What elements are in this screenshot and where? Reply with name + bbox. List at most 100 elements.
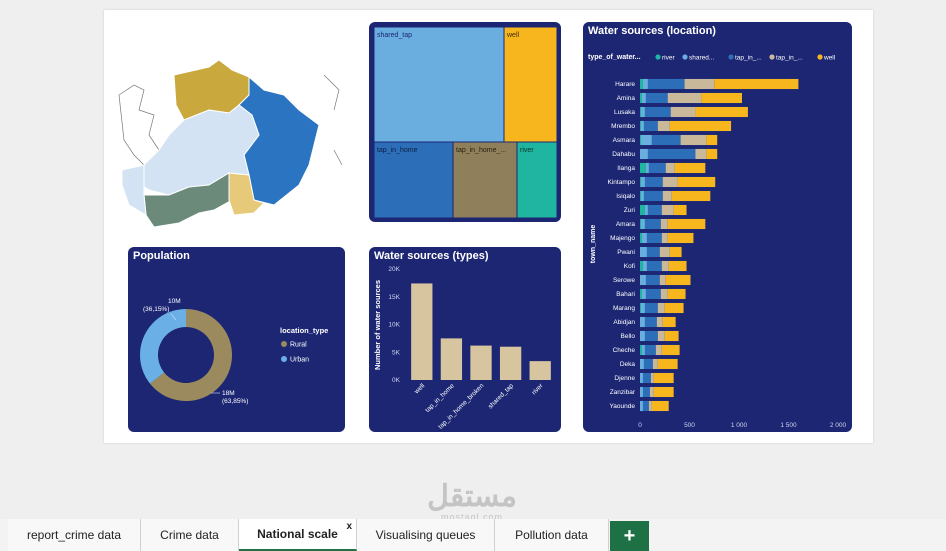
bar-segment[interactable] (645, 274, 660, 286)
bar-segment[interactable] (667, 288, 686, 300)
bar-segment[interactable] (668, 260, 687, 272)
treemap-tile-well[interactable] (503, 26, 558, 143)
add-sheet-button[interactable]: + (610, 521, 649, 551)
treemap-tile-tap-in-home-broken[interactable] (452, 141, 518, 219)
bar-segment[interactable] (649, 386, 654, 398)
bar-segment[interactable] (640, 218, 645, 230)
bar-segment[interactable] (640, 120, 644, 132)
bar-segment[interactable] (640, 176, 645, 188)
bar-segment[interactable] (659, 274, 666, 286)
bar-segment[interactable] (644, 330, 658, 342)
bar-segment[interactable] (640, 106, 641, 118)
bar-segment[interactable] (640, 344, 642, 356)
bar-segment[interactable] (647, 148, 696, 160)
legend-item[interactable]: tap_in_... (735, 55, 762, 62)
bar-segment[interactable] (640, 288, 642, 300)
legend-item[interactable]: Urban (290, 357, 309, 364)
bar-segment[interactable] (650, 372, 654, 384)
close-icon[interactable]: x (346, 521, 352, 532)
legend-item[interactable]: shared... (689, 55, 714, 62)
bar-segment[interactable] (680, 134, 707, 146)
bar-segment[interactable] (648, 400, 652, 412)
bar[interactable] (411, 283, 433, 380)
bar-segment[interactable] (673, 204, 687, 216)
bar-segment[interactable] (667, 232, 694, 244)
bar[interactable] (440, 338, 463, 380)
bar-segment[interactable] (652, 358, 658, 370)
bar-segment[interactable] (646, 246, 660, 258)
bar-segment[interactable] (640, 386, 643, 398)
bar-segment[interactable] (665, 274, 691, 286)
bar-segment[interactable] (644, 344, 656, 356)
bar-segment[interactable] (645, 288, 661, 300)
bar-segment[interactable] (642, 386, 650, 398)
bar-segment[interactable] (656, 316, 663, 328)
bar-segment[interactable] (640, 134, 641, 146)
population-donut-chart[interactable]: 10M(36,15%) 18M(63,85%) location_type Rural… (128, 247, 345, 432)
bar-segment[interactable] (640, 372, 643, 384)
bar-segment[interactable] (657, 330, 665, 342)
bar-segment[interactable] (662, 190, 672, 202)
bar-segment[interactable] (644, 106, 671, 118)
treemap-tile-tap-in-home[interactable] (373, 141, 454, 219)
bar-segment[interactable] (660, 218, 668, 230)
bar-segment[interactable] (669, 120, 732, 132)
bar-segment[interactable] (640, 176, 641, 188)
bar-segment[interactable] (647, 204, 662, 216)
bar-segment[interactable] (640, 134, 652, 146)
bar-segment[interactable] (653, 386, 674, 398)
bar-segment[interactable] (640, 162, 646, 174)
bar-segment[interactable] (664, 330, 679, 342)
bar-segment[interactable] (653, 372, 674, 384)
donut-slice-urban[interactable] (140, 309, 186, 384)
bar-segment[interactable] (641, 344, 645, 356)
bar-segment[interactable] (671, 190, 711, 202)
bar-segment[interactable] (647, 78, 685, 90)
bar-segment[interactable] (706, 148, 718, 160)
map-region-southwest[interactable] (143, 172, 233, 228)
region-map[interactable] (114, 55, 344, 235)
sheet-tab[interactable]: Crime data (141, 519, 239, 551)
legend-item[interactable]: well (823, 55, 836, 62)
bar-segment[interactable] (640, 190, 641, 202)
legend-item[interactable]: Rural (290, 342, 307, 349)
bar-segment[interactable] (695, 148, 707, 160)
bar-segment[interactable] (640, 190, 644, 202)
bar[interactable] (470, 345, 492, 380)
bar[interactable] (529, 361, 551, 380)
bar-segment[interactable] (661, 344, 680, 356)
treemap-tile-shared-tap[interactable] (373, 26, 505, 143)
bar-segment[interactable] (660, 288, 668, 300)
bar-segment[interactable] (657, 358, 678, 370)
bar-segment[interactable] (640, 218, 641, 230)
bar-segment[interactable] (661, 260, 669, 272)
bar-segment[interactable] (684, 78, 715, 90)
bar-segment[interactable] (661, 232, 668, 244)
bar-segment[interactable] (664, 302, 684, 314)
bar-segment[interactable] (714, 78, 799, 90)
bar-segment[interactable] (657, 120, 670, 132)
bar-segment[interactable] (695, 106, 748, 118)
bar-segment[interactable] (645, 92, 668, 104)
bar-segment[interactable] (642, 78, 648, 90)
legend-item[interactable]: river (662, 55, 675, 62)
sheet-tab[interactable]: report_crime data (8, 519, 141, 551)
bar-segment[interactable] (640, 148, 648, 160)
treemap-tile-river[interactable] (516, 141, 558, 219)
bar-segment[interactable] (640, 330, 645, 342)
bar-segment[interactable] (643, 190, 663, 202)
bar-segment[interactable] (640, 302, 645, 314)
legend-item[interactable]: tap_in_... (776, 55, 803, 62)
bar-segment[interactable] (674, 162, 706, 174)
bar-segment[interactable] (701, 92, 742, 104)
bar-segment[interactable] (640, 260, 643, 272)
bar-segment[interactable] (657, 302, 665, 314)
bar-segment[interactable] (640, 92, 642, 104)
bar-segment[interactable] (644, 204, 648, 216)
bar-segment[interactable] (662, 176, 678, 188)
bar-segment[interactable] (667, 218, 706, 230)
bar-segment[interactable] (644, 302, 658, 314)
bar-segment[interactable] (643, 120, 658, 132)
bar-segment[interactable] (644, 176, 663, 188)
bar-segment[interactable] (669, 246, 682, 258)
